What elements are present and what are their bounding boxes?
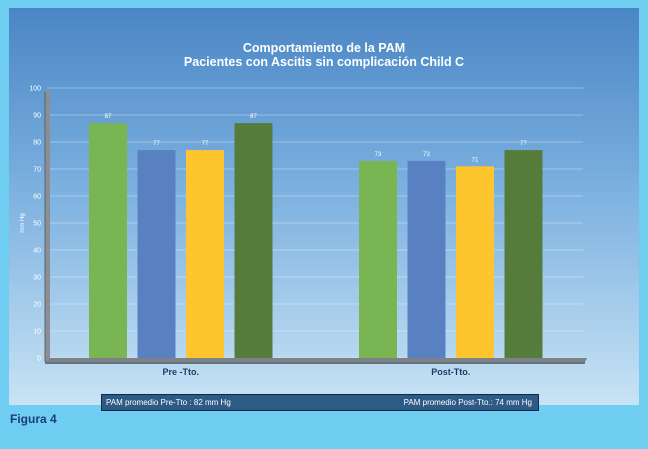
bar [456,166,494,358]
bar [234,123,273,358]
bar-value-label: 87 [105,114,112,120]
y-axis-wall [45,88,50,362]
bar [137,150,176,358]
y-tick-label: 80 [33,140,41,147]
y-tick-label: 50 [33,221,41,228]
bar-value-label: 77 [520,141,527,147]
bar [504,150,543,358]
bar-chart: 0 10 20 30 40 50 60 70 80 90 100 mm Hg 87 77 77 87 Pre -… [20,86,587,377]
bar-value-label: 87 [250,114,257,120]
chart-title: Comportamiento de la PAM [242,41,406,55]
y-tick-label: 0 [37,356,41,363]
y-tick-label: 60 [33,194,41,201]
y-tick-label: 30 [33,275,41,282]
figure-caption: Figura 4 [10,412,57,426]
footer-pre-average: PAM promedio Pre-Tto : 82 mm Hg [106,398,231,407]
y-tick-label: 20 [33,302,41,309]
category-label: Pre -Tto. [162,367,199,377]
y-tick-label: 100 [29,86,41,93]
y-tick-label: 10 [33,329,41,336]
bar [186,150,224,358]
bar [359,160,397,358]
bar [407,160,446,358]
y-tick-label: 40 [33,248,41,255]
category-label: Post-Tto. [431,367,470,377]
bar-value-label: 77 [153,141,160,147]
chart-subtitle: Pacientes con Ascitis sin complicación C… [183,55,465,69]
floor-plane [45,358,587,362]
chart-frame: Comportamiento de la PAM Pacientes con A… [9,8,639,411]
footer-post-average: PAM promedio Post-Tto.: 74 mm Hg [403,398,532,407]
footer-bar: PAM promedio Pre-Tto : 82 mm Hg PAM prom… [101,394,539,411]
bar [89,123,127,358]
bar-value-label: 77 [202,141,209,147]
y-tick-label: 70 [33,167,41,174]
bar-value-label: 73 [375,152,382,158]
y-tick-label: 90 [33,113,41,120]
bar-value-label: 73 [423,152,430,158]
bar-value-label: 71 [472,157,479,163]
y-axis-label: mm Hg [20,213,26,232]
